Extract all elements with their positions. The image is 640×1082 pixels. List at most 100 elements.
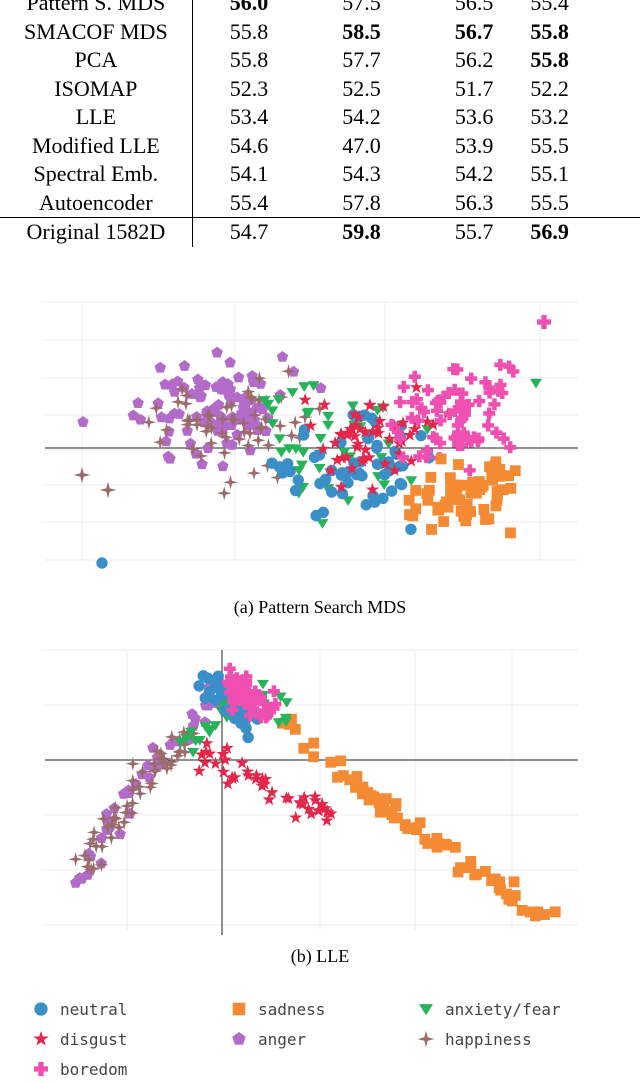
- point-neutral: [405, 523, 417, 535]
- point-happiness: [214, 425, 230, 441]
- point-boredom: [257, 697, 270, 710]
- point-happiness: [86, 825, 102, 840]
- legend-label: anxiety/fear: [445, 999, 561, 1019]
- point-happiness: [172, 744, 187, 760]
- value-cell: 47.0: [342, 132, 381, 158]
- point-disgust: [192, 764, 206, 777]
- pentagon-marker-icon: [232, 1032, 246, 1045]
- point-neutral: [289, 484, 302, 497]
- point-neutral: [242, 731, 254, 744]
- point-sadness: [459, 500, 470, 512]
- legend-label: sadness: [258, 999, 326, 1019]
- legend-label: happiness: [445, 1029, 532, 1049]
- point-sadness: [455, 862, 466, 874]
- point-sadness: [465, 856, 477, 867]
- point-happiness: [202, 408, 218, 424]
- point-happiness: [106, 810, 122, 825]
- point-happiness: [244, 391, 259, 406]
- point-disgust: [324, 463, 338, 477]
- point-disgust: [348, 429, 362, 442]
- point-boredom: [397, 380, 410, 393]
- point-disgust: [241, 768, 255, 782]
- point-boredom: [442, 387, 455, 400]
- point-anger: [160, 435, 172, 447]
- value-cell: 56.3: [454, 189, 494, 215]
- point-disgust: [200, 736, 214, 749]
- point-anxiety-fear: [193, 736, 206, 746]
- point-anxiety-fear: [289, 444, 302, 455]
- point-sadness: [422, 838, 434, 849]
- point-anger: [162, 450, 174, 462]
- point-disgust: [366, 424, 380, 438]
- point-anger: [210, 401, 222, 413]
- method-cell: SMACOF MDS: [0, 17, 193, 46]
- point-happiness: [236, 415, 251, 431]
- point-neutral: [360, 499, 372, 511]
- point-anger: [231, 391, 243, 403]
- point-anxiety-fear: [316, 519, 329, 529]
- point-sadness: [460, 515, 472, 527]
- point-sadness: [539, 909, 550, 920]
- value-cell: 55.5: [530, 132, 569, 158]
- point-disgust: [293, 795, 307, 808]
- point-boredom: [456, 438, 469, 451]
- point-boredom: [488, 398, 501, 411]
- legend-item-happiness: happiness: [415, 1026, 532, 1052]
- point-sadness: [390, 798, 402, 810]
- point-disgust: [387, 463, 401, 476]
- point-boredom: [437, 390, 450, 403]
- point-anger: [254, 401, 266, 412]
- point-anger: [114, 828, 126, 839]
- point-happiness: [204, 420, 219, 436]
- value-cell: 54.3: [342, 161, 381, 186]
- point-disgust: [297, 790, 311, 804]
- point-happiness: [120, 798, 135, 814]
- point-boredom: [412, 414, 425, 427]
- point-anxiety-fear: [322, 420, 335, 431]
- point-boredom: [503, 360, 516, 373]
- point-happiness: [177, 737, 192, 752]
- point-sadness: [344, 774, 356, 786]
- value-cell: 56.0: [229, 0, 269, 15]
- value-cell: 58.5: [342, 18, 381, 44]
- value-cell: 55.8: [229, 47, 269, 72]
- point-boredom: [463, 464, 476, 477]
- point-sadness: [438, 516, 450, 527]
- point-boredom: [490, 426, 503, 439]
- point-neutral: [297, 429, 310, 441]
- value-cell: 53.2: [530, 104, 569, 129]
- point-anxiety-fear: [322, 411, 335, 422]
- point-anger: [222, 378, 234, 390]
- point-boredom: [462, 398, 475, 411]
- method-cell: Original 1582D: [0, 217, 193, 247]
- point-disgust: [241, 764, 255, 778]
- point-anger: [232, 1032, 246, 1045]
- point-happiness: [159, 761, 175, 776]
- point-disgust: [345, 461, 359, 475]
- point-boredom: [226, 681, 239, 694]
- point-happiness: [141, 415, 157, 430]
- point-disgust: [317, 397, 332, 411]
- point-boredom: [258, 707, 271, 720]
- point-boredom: [483, 381, 496, 394]
- point-boredom: [497, 432, 510, 445]
- point-disgust: [404, 454, 418, 467]
- point-happiness: [170, 748, 185, 763]
- point-sadness: [308, 737, 320, 749]
- legend-item-sadness: sadness: [228, 996, 325, 1022]
- point-disgust: [353, 422, 367, 435]
- point-happiness: [252, 371, 267, 386]
- point-boredom: [230, 684, 243, 697]
- point-boredom: [391, 426, 404, 439]
- point-happiness: [178, 396, 194, 411]
- point-sadness: [298, 742, 310, 754]
- point-happiness: [153, 746, 169, 761]
- point-disgust: [392, 446, 406, 460]
- point-boredom: [406, 396, 419, 409]
- point-disgust: [262, 792, 276, 806]
- point-disgust: [308, 793, 322, 806]
- point-boredom: [420, 451, 433, 464]
- point-happiness: [194, 448, 209, 464]
- point-boredom: [494, 358, 507, 371]
- point-happiness: [185, 441, 200, 456]
